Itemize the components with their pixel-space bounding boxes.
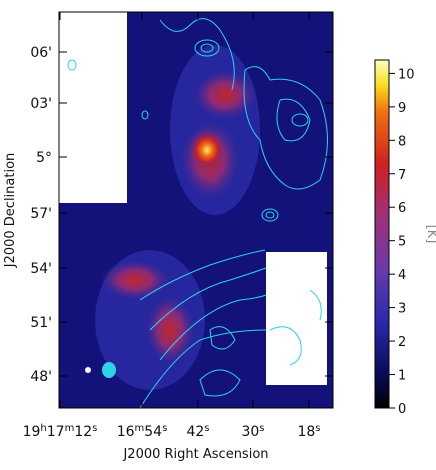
colorbar-tick-label: 9 bbox=[398, 101, 406, 116]
colorbar-tick-label: 0 bbox=[398, 402, 406, 417]
y-tick-label: 54' bbox=[30, 261, 52, 277]
x-tick-label: 16m54s bbox=[117, 423, 168, 441]
x-tick-label: 18s bbox=[297, 423, 320, 441]
sky-image bbox=[59, 12, 333, 408]
colorbar-tick-label: 6 bbox=[398, 201, 406, 216]
colorbar-tick-label: 10 bbox=[398, 67, 415, 82]
colorbar-tick-label: 8 bbox=[398, 134, 406, 149]
y-tick-label: 48' bbox=[30, 369, 52, 385]
colorbar-tick-label: 1 bbox=[398, 369, 406, 384]
y-axis-title: J2000 Declination bbox=[3, 153, 18, 269]
colorbar-tick-label: 5 bbox=[398, 235, 406, 250]
x-axis-title: J2000 Right Ascension bbox=[122, 447, 268, 462]
y-tick-label: 06' bbox=[30, 45, 52, 61]
plot-frame bbox=[58, 11, 334, 409]
colorbar bbox=[374, 59, 390, 409]
colorbar-tick-label: 3 bbox=[398, 302, 406, 317]
x-tick-label: 30s bbox=[241, 423, 264, 441]
colorbar-tick-label: 4 bbox=[398, 268, 406, 283]
x-tick-label: 19h17m12s bbox=[23, 423, 98, 441]
y-tick-label: 5° bbox=[36, 150, 52, 166]
y-tick-label: 03' bbox=[30, 96, 52, 112]
colorbar-tick-label: 2 bbox=[398, 335, 406, 350]
colorbar-tick-label: 7 bbox=[398, 168, 406, 183]
y-tick-label: 57' bbox=[30, 206, 52, 222]
y-tick-label: 51' bbox=[30, 315, 52, 331]
x-tick-label: 42s bbox=[186, 423, 209, 441]
colorbar-label: [K] bbox=[424, 225, 436, 244]
